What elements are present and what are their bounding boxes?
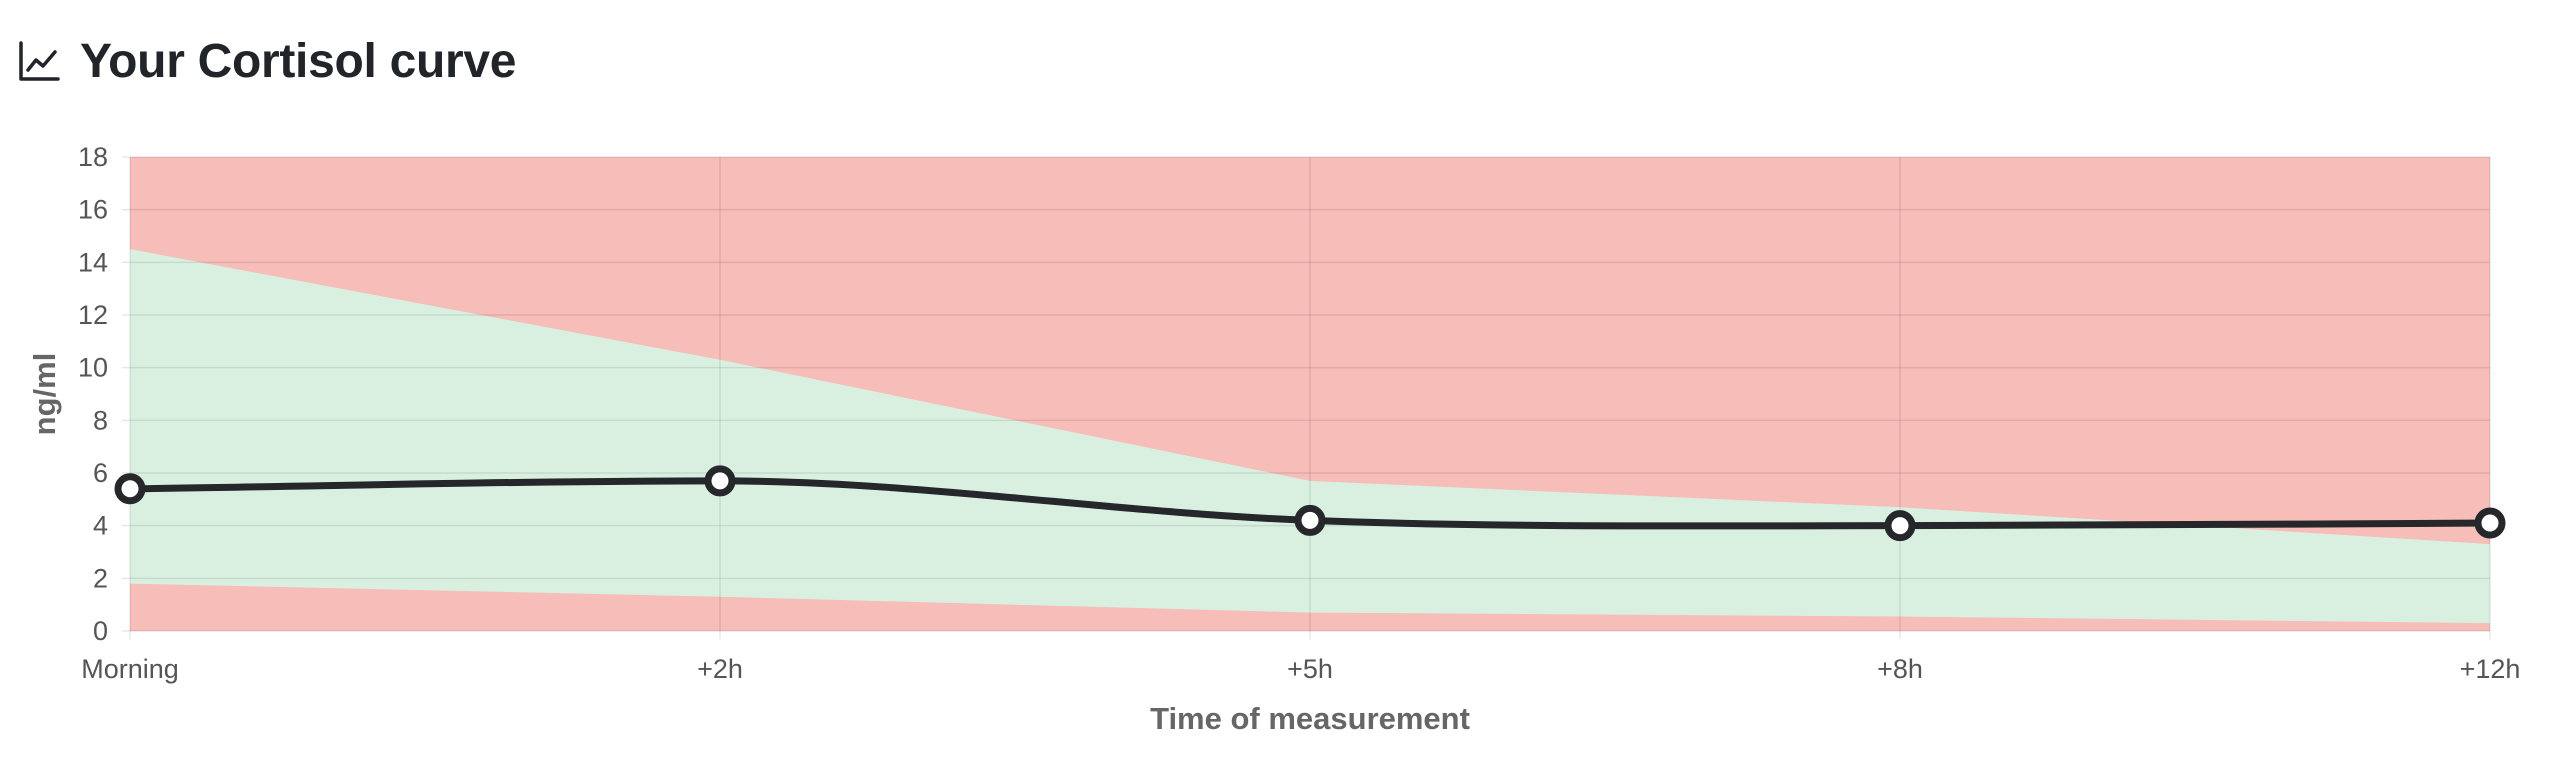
data-point	[704, 465, 736, 497]
chart-title: Your Cortisol curve	[80, 34, 517, 88]
data-point	[114, 473, 146, 505]
data-points	[114, 465, 2506, 542]
y-tick-label: 4	[93, 511, 108, 541]
y-tick-label: 12	[78, 300, 108, 330]
x-tick-label: +5h	[1287, 654, 1333, 684]
chart-header: Your Cortisol curve	[18, 28, 516, 94]
data-point	[1294, 504, 1326, 536]
x-tick-label: +12h	[2460, 654, 2521, 684]
x-tick-label: +8h	[1877, 654, 1923, 684]
y-tick-label: 2	[93, 563, 108, 593]
line-chart-icon	[18, 39, 62, 83]
y-tick-label: 0	[93, 616, 108, 646]
axis-labels: 0 2 4 6 8 10 12 14 16 18 Morning +2h +5h +8h +12h Time …	[27, 142, 2520, 736]
x-tick-label: +2h	[697, 654, 743, 684]
y-tick-label: 10	[78, 353, 108, 383]
data-point	[1884, 510, 1916, 542]
y-tick-label: 14	[78, 247, 108, 277]
y-tick-label: 18	[78, 142, 108, 172]
y-tick-label: 6	[93, 458, 108, 488]
data-point	[2474, 507, 2506, 539]
y-tick-label: 16	[78, 195, 108, 225]
y-axis-title: ng/ml	[27, 353, 62, 436]
y-tick-label: 8	[93, 405, 108, 435]
x-axis-title: Time of measurement	[1150, 701, 1470, 736]
x-tick-label: Morning	[81, 654, 179, 684]
